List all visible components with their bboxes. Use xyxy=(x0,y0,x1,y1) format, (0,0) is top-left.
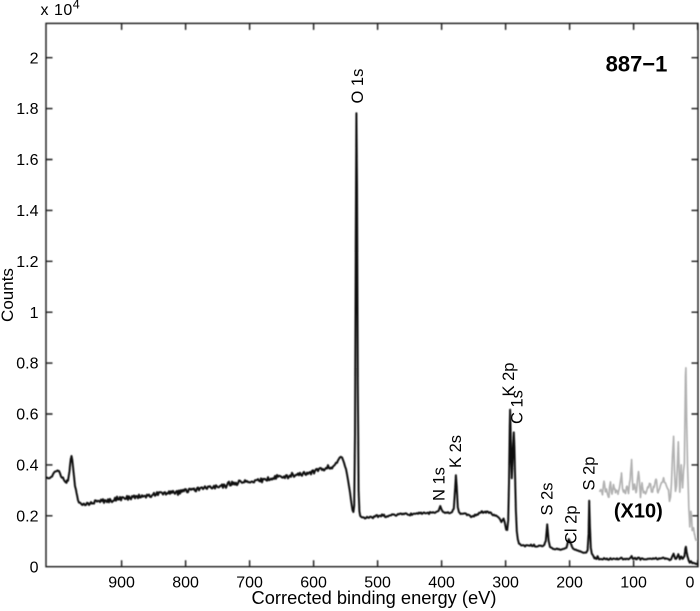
svg-text:2: 2 xyxy=(30,50,39,67)
svg-text:600: 600 xyxy=(300,575,327,592)
svg-text:400: 400 xyxy=(428,575,455,592)
svg-text:300: 300 xyxy=(492,575,519,592)
svg-text:O 1s: O 1s xyxy=(349,69,367,104)
svg-text:1.2: 1.2 xyxy=(16,254,38,271)
svg-text:x 104: x 104 xyxy=(41,0,81,19)
svg-text:Cl 2p: Cl 2p xyxy=(563,505,581,544)
svg-text:100: 100 xyxy=(620,575,647,592)
svg-text:0.8: 0.8 xyxy=(16,356,38,373)
svg-text:1.8: 1.8 xyxy=(16,101,38,118)
svg-text:500: 500 xyxy=(364,575,391,592)
svg-text:900: 900 xyxy=(108,575,135,592)
svg-text:887−1: 887−1 xyxy=(606,52,668,77)
svg-text:K 2p: K 2p xyxy=(500,363,518,397)
svg-text:C 1s: C 1s xyxy=(509,390,527,424)
svg-text:1.6: 1.6 xyxy=(16,152,38,169)
svg-text:K 2s: K 2s xyxy=(447,435,465,468)
svg-text:Corrected binding energy (eV): Corrected binding energy (eV) xyxy=(252,587,497,608)
svg-text:Counts: Counts xyxy=(0,268,17,322)
svg-text:700: 700 xyxy=(236,575,263,592)
svg-text:0.6: 0.6 xyxy=(16,407,38,424)
svg-text:0.2: 0.2 xyxy=(16,508,38,525)
svg-text:N 1s: N 1s xyxy=(431,467,449,501)
svg-text:(X10): (X10) xyxy=(614,501,663,523)
svg-text:0: 0 xyxy=(686,575,695,592)
svg-text:0.4: 0.4 xyxy=(16,458,38,475)
svg-text:200: 200 xyxy=(556,575,583,592)
svg-text:S 2p: S 2p xyxy=(581,457,599,491)
svg-text:0: 0 xyxy=(30,559,39,576)
svg-text:800: 800 xyxy=(172,575,199,592)
svg-text:1.4: 1.4 xyxy=(16,203,38,220)
svg-text:1: 1 xyxy=(30,305,39,322)
svg-text:S 2s: S 2s xyxy=(538,482,556,515)
